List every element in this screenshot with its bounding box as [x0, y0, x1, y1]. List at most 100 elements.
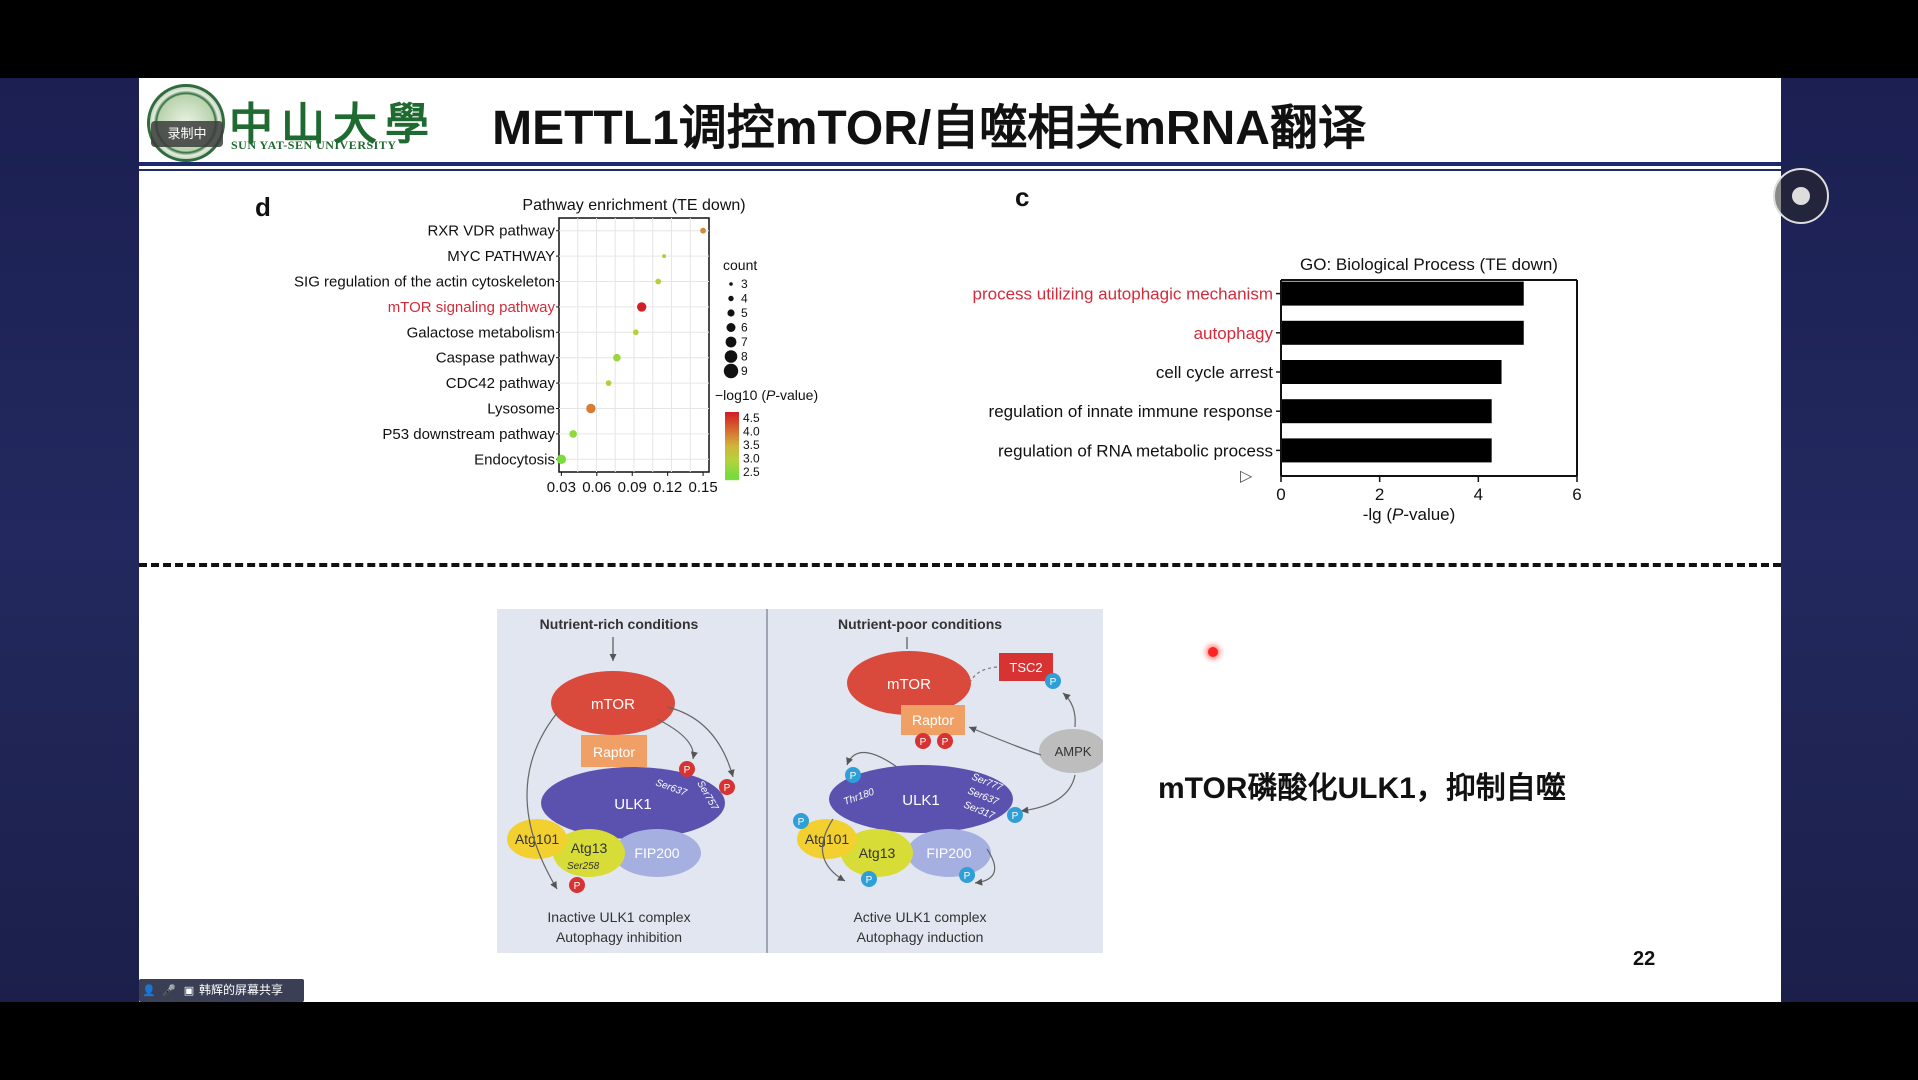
chart-c-xtick-label: 6	[1572, 485, 1581, 504]
right-mtor-label: mTOR	[887, 676, 931, 693]
chart-d-colorbar-seg	[725, 442, 739, 445]
chart-d-size-legend-dot	[729, 282, 733, 286]
chart-d-colorbar-seg	[725, 420, 739, 423]
ulk1-complex-diagram: Nutrient-rich conditions mTOR Raptor ULK…	[497, 609, 1107, 953]
right-caption-1: Active ULK1 complex	[853, 909, 986, 925]
right-condition: Nutrient-poor conditions	[838, 616, 1002, 632]
chart-d-colorbar-seg	[725, 464, 739, 467]
page-number: 22	[1633, 948, 1656, 970]
chart-c-xtick-label: 4	[1474, 485, 1483, 504]
chart-d-point	[636, 302, 647, 312]
chart-d-colorbar-seg	[725, 452, 739, 455]
chart-d-color-legend-title: −log10 (P-value)	[715, 387, 818, 403]
svg-text:P: P	[866, 875, 873, 886]
chart-d-category-label: P53 downstream pathway	[382, 426, 555, 443]
chart-d-point	[605, 380, 612, 386]
right-fip200-phospho	[959, 867, 975, 883]
chart-d-category-label: Endocytosis	[474, 451, 555, 468]
svg-text:P: P	[1050, 677, 1057, 688]
chart-d-colorbar-seg	[725, 470, 739, 473]
chart-d-point	[569, 430, 577, 438]
chart-c-bar	[1282, 281, 1524, 306]
chart-d-category-label: mTOR signaling pathway	[388, 299, 556, 316]
chart-d-title: Pathway enrichment (TE down)	[522, 197, 745, 214]
chart-d-size-legend-label: 8	[741, 350, 748, 364]
chart-d-xtick-label: 0.15	[688, 479, 717, 496]
chart-d-colorbar-seg	[725, 428, 739, 431]
chart-d-color-legend-label: 3.0	[743, 452, 760, 466]
right-atg101-node	[797, 819, 857, 859]
svg-text:P: P	[798, 817, 805, 828]
chart-d-colorbar-seg	[725, 416, 739, 419]
left-ser258: Ser258	[567, 861, 600, 872]
chart-d-colorbar-seg	[725, 446, 739, 449]
university-name-en: SUN YAT-SEN UNIVERSITY	[231, 138, 397, 152]
user-icon[interactable]: 👤	[142, 984, 156, 997]
right-raptor-phospho-2	[937, 733, 953, 749]
right-atg13-phospho	[861, 871, 877, 887]
chart-c-xtick-label: 0	[1276, 485, 1285, 504]
panel-d-letter: d	[255, 192, 271, 222]
chart-d-size-legend-label: 6	[741, 321, 748, 335]
chart-d-size-legend-label: 5	[741, 306, 748, 320]
microphone-icon[interactable]: 🎤	[162, 984, 176, 997]
svg-text:P: P	[850, 771, 857, 782]
pathway-enrichment-chart: Pathway enrichment (TE down) RXR VDR path…	[294, 197, 818, 496]
chart-d-size-legend-label: 4	[741, 292, 748, 306]
right-ulk1-phospho-2	[1007, 807, 1023, 823]
screen-share-icon[interactable]: ▣	[183, 984, 195, 997]
chart-d-colorbar-seg	[725, 430, 739, 433]
left-ulk1-label: ULK1	[614, 796, 652, 813]
chart-c-xlabel: -lg (P-value)	[1363, 505, 1456, 524]
right-raptor-label: Raptor	[912, 712, 954, 728]
right-atg101-label: Atg101	[805, 831, 850, 847]
chart-d-xtick-label: 0.09	[618, 479, 647, 496]
chart-d-colorbar-seg	[725, 460, 739, 463]
chart-d-size-legend-title: count	[723, 257, 757, 273]
chart-d-color-legend-label: 2.5	[743, 465, 760, 479]
chart-d-colorbar-seg	[725, 412, 739, 415]
right-ulk1-phospho-1	[845, 767, 861, 783]
chart-d-xtick-label: 0.12	[653, 479, 682, 496]
chart-c-bar	[1282, 320, 1524, 345]
left-ulk1-node	[541, 767, 725, 839]
chart-d-size-legend-dot	[725, 336, 737, 348]
right-fip200-node	[907, 829, 991, 877]
chart-c-bar	[1282, 438, 1492, 463]
chart-c-title: GO: Biological Process (TE down)	[1300, 255, 1558, 274]
chart-d-colorbar-seg	[725, 476, 739, 479]
left-caption-1: Inactive ULK1 complex	[547, 909, 690, 925]
laser-pointer	[1208, 647, 1218, 657]
right-ulk1-label: ULK1	[902, 792, 940, 809]
slide-subtitle: mTOR磷酸化ULK1，抑制自噬	[1158, 772, 1566, 805]
chart-d-colorbar-seg	[725, 434, 739, 437]
mouse-cursor-icon: ▷	[1240, 468, 1253, 485]
chart-d-point	[632, 329, 639, 336]
record-control-button[interactable]	[1773, 168, 1829, 224]
svg-text:P: P	[942, 737, 949, 748]
right-ampk-label: AMPK	[1055, 744, 1092, 759]
chart-d-point	[613, 353, 621, 362]
chart-d-colorbar-seg	[725, 472, 739, 475]
left-atg13-label: Atg13	[571, 840, 608, 856]
chart-d-size-legend-dot	[724, 350, 738, 363]
chart-d-colorbar-seg	[725, 444, 739, 447]
svg-text:P: P	[684, 765, 691, 776]
chart-d-size-legend-label: 9	[741, 364, 748, 378]
chart-d-category-label: Caspase pathway	[436, 350, 556, 367]
chart-d-colorbar-seg	[725, 436, 739, 439]
left-mtor-label: mTOR	[591, 696, 635, 713]
chart-c-category-label: process utilizing autophagic mechanism	[973, 285, 1274, 304]
chart-d-colorbar-seg	[725, 424, 739, 427]
right-tsc2-node	[999, 653, 1053, 681]
university-name-cn: 中山大學	[229, 99, 437, 150]
chart-d-category-label: MYC PATHWAY	[447, 248, 555, 265]
left-atg13-node	[553, 829, 625, 877]
screen-share-bar[interactable]: 👤 🎤 ▣ 韩辉的屏幕共享	[139, 979, 304, 1002]
svg-text:P: P	[1012, 811, 1019, 822]
chart-d-xtick-label: 0.06	[582, 479, 611, 496]
chart-d-color-legend-label: 4.0	[743, 425, 760, 439]
chart-d-size-legend-label: 7	[741, 335, 748, 349]
left-atg101-label: Atg101	[515, 831, 560, 847]
panel-c-letter: c	[1015, 182, 1030, 212]
